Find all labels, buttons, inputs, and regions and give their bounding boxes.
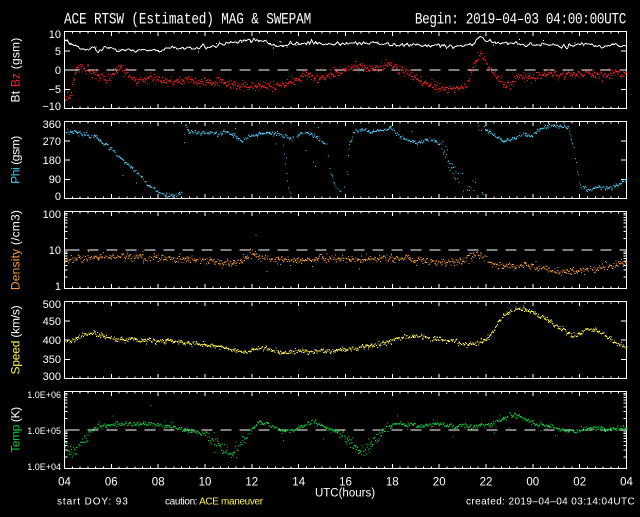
svg-text:02: 02 [573, 477, 586, 489]
svg-text:90: 90 [49, 174, 61, 186]
svg-text:180: 180 [43, 155, 61, 167]
svg-text:12: 12 [245, 477, 258, 489]
svg-text:10: 10 [199, 477, 212, 489]
svg-text:10: 10 [49, 29, 61, 41]
svg-text:1.0E+06: 1.0E+06 [27, 390, 61, 400]
svg-text:Speed (km/s): Speed (km/s) [8, 305, 22, 374]
svg-text:start DOY: 93: start DOY: 93 [57, 497, 129, 508]
svg-text:18: 18 [386, 477, 399, 489]
svg-text:22: 22 [480, 477, 493, 489]
svg-text:1.0E+04: 1.0E+04 [27, 462, 61, 472]
svg-text:500: 500 [43, 299, 61, 311]
svg-text:08: 08 [152, 477, 165, 489]
svg-text:270: 270 [43, 136, 61, 148]
svg-text:Density (/cm3): Density (/cm3) [8, 210, 22, 290]
svg-text:14: 14 [292, 477, 305, 489]
svg-text:04: 04 [620, 477, 633, 489]
svg-text:UTC(hours): UTC(hours) [315, 488, 375, 500]
svg-text:100: 100 [43, 209, 61, 221]
svg-text:00: 00 [526, 477, 539, 489]
svg-text:16: 16 [339, 477, 352, 489]
svg-text:0: 0 [55, 65, 61, 77]
svg-text:10: 10 [49, 245, 61, 257]
svg-text:450: 450 [43, 316, 61, 328]
svg-text:5: 5 [55, 46, 61, 58]
svg-text:04: 04 [58, 477, 71, 489]
svg-text:ACE RTSW (Estimated) MAG & SWE: ACE RTSW (Estimated) MAG & SWEPAM [64, 12, 311, 29]
svg-text:created: 2019–04–04 03:14:04UT: created: 2019–04–04 03:14:04UTC [466, 497, 635, 508]
svg-text:−10: −10 [42, 101, 61, 113]
svg-text:20: 20 [433, 477, 446, 489]
svg-text:caution: ACE maneuver: caution: ACE maneuver [165, 497, 264, 508]
svg-text:400: 400 [43, 335, 61, 347]
svg-text:Phi (gsm): Phi (gsm) [8, 136, 22, 184]
svg-text:360: 360 [43, 119, 61, 131]
svg-text:300: 300 [43, 371, 61, 383]
svg-text:−5: −5 [48, 84, 61, 96]
svg-text:350: 350 [43, 354, 61, 366]
svg-text:Begin: 2019–04–03 04:00:00UTC: Begin: 2019–04–03 04:00:00UTC [415, 12, 626, 29]
svg-text:Bt Bz (gsm): Bt Bz (gsm) [8, 38, 22, 103]
svg-text:Temp (K): Temp (K) [8, 407, 22, 453]
svg-text:1.0E+05: 1.0E+05 [27, 426, 61, 436]
svg-text:06: 06 [105, 477, 118, 489]
svg-text:1: 1 [55, 281, 61, 293]
svg-text:0: 0 [55, 191, 61, 203]
